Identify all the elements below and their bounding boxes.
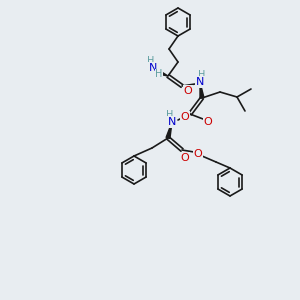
Text: H: H — [198, 70, 206, 80]
Text: H: H — [147, 56, 155, 66]
Text: O: O — [181, 112, 189, 122]
Text: H: H — [155, 69, 163, 79]
Text: N: N — [196, 77, 204, 87]
Text: O: O — [194, 149, 202, 159]
Text: O: O — [184, 86, 192, 96]
Text: O: O — [181, 153, 189, 163]
Polygon shape — [200, 82, 204, 98]
Text: O: O — [204, 117, 212, 127]
Polygon shape — [166, 122, 172, 139]
Text: H: H — [166, 110, 174, 120]
Polygon shape — [157, 70, 168, 76]
Text: N: N — [168, 117, 176, 127]
Text: N: N — [149, 63, 157, 73]
